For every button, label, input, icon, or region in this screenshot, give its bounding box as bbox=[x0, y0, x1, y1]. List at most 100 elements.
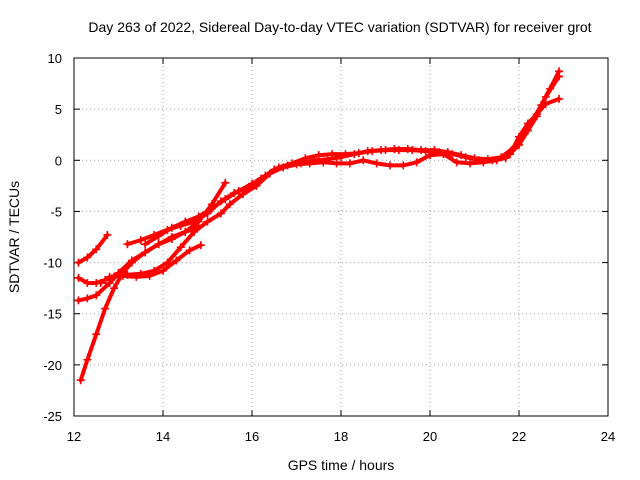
data-point bbox=[221, 195, 230, 204]
y-tick-label: -5 bbox=[50, 204, 62, 219]
data-point bbox=[288, 159, 297, 168]
y-tick-label: 0 bbox=[55, 153, 62, 168]
data-point bbox=[225, 200, 234, 209]
data-point bbox=[248, 179, 256, 188]
data-point bbox=[359, 156, 368, 165]
data-point bbox=[92, 245, 101, 254]
x-axis-label: GPS time / hours bbox=[288, 457, 395, 473]
axis-ticks bbox=[73, 57, 609, 417]
data-point bbox=[110, 284, 119, 293]
chart-title: Day 263 of 2022, Sidereal Day-to-day VTE… bbox=[88, 19, 591, 35]
data-point bbox=[136, 236, 145, 245]
data-point bbox=[301, 154, 310, 163]
y-tick-label: -20 bbox=[43, 358, 62, 373]
data-point bbox=[74, 273, 83, 282]
data-point bbox=[92, 330, 101, 339]
data-point bbox=[372, 159, 381, 168]
data-point bbox=[461, 153, 470, 162]
x-tick-label: 16 bbox=[245, 429, 259, 444]
data-point bbox=[136, 269, 145, 278]
data-point bbox=[181, 217, 190, 226]
series-line bbox=[78, 224, 201, 383]
data-point bbox=[394, 146, 403, 155]
data-point bbox=[203, 217, 212, 226]
data-point bbox=[381, 146, 390, 155]
data-point bbox=[274, 163, 283, 172]
data-point bbox=[523, 126, 532, 135]
data-point bbox=[150, 266, 159, 275]
y-tick-label: -10 bbox=[43, 256, 62, 271]
x-tick-label: 14 bbox=[156, 429, 170, 444]
data-point bbox=[167, 233, 176, 241]
series-track-5 bbox=[96, 94, 564, 288]
data-point bbox=[123, 270, 132, 279]
data-point bbox=[114, 271, 123, 280]
data-point bbox=[74, 258, 83, 267]
data-point bbox=[207, 204, 216, 213]
data-point bbox=[127, 258, 136, 267]
data-point bbox=[141, 248, 150, 257]
data-series bbox=[74, 67, 564, 385]
data-point bbox=[83, 355, 92, 364]
series-line bbox=[76, 233, 110, 265]
data-point bbox=[181, 227, 190, 236]
data-point bbox=[234, 186, 243, 195]
y-tick-label: -25 bbox=[43, 409, 62, 424]
data-point bbox=[123, 240, 132, 249]
data-point bbox=[154, 240, 163, 249]
data-point bbox=[421, 147, 430, 156]
data-point bbox=[172, 256, 181, 265]
data-point bbox=[323, 155, 332, 164]
x-tick-label: 22 bbox=[512, 429, 526, 444]
series-line bbox=[98, 96, 561, 285]
data-point bbox=[332, 159, 341, 168]
data-point bbox=[154, 231, 163, 240]
x-tick-labels: 12 14 16 18 20 22 24 bbox=[67, 429, 615, 444]
data-point bbox=[196, 241, 205, 250]
data-point bbox=[541, 92, 550, 101]
x-tick-label: 12 bbox=[67, 429, 81, 444]
data-point bbox=[328, 150, 337, 159]
data-point bbox=[399, 161, 408, 170]
data-point bbox=[354, 149, 363, 158]
data-point bbox=[141, 240, 150, 249]
series-track-2 bbox=[74, 241, 205, 288]
data-point bbox=[434, 148, 443, 157]
series-track-7 bbox=[141, 72, 564, 249]
data-point bbox=[190, 227, 199, 236]
data-point bbox=[167, 223, 176, 232]
data-point bbox=[103, 230, 112, 239]
data-point bbox=[163, 258, 172, 267]
grid bbox=[74, 58, 608, 416]
data-point bbox=[448, 150, 457, 159]
y-tick-label: 10 bbox=[48, 51, 62, 66]
data-point bbox=[185, 246, 194, 255]
data-point bbox=[555, 72, 564, 81]
data-point bbox=[532, 112, 541, 121]
data-point bbox=[515, 140, 523, 149]
y-tick-labels: -25 -20 -15 -10 -5 0 5 10 bbox=[43, 51, 62, 424]
data-point bbox=[194, 212, 203, 221]
y-tick-label: 5 bbox=[55, 102, 62, 117]
data-point bbox=[412, 158, 421, 167]
data-point bbox=[341, 150, 350, 159]
data-point bbox=[368, 147, 377, 156]
data-point bbox=[83, 279, 92, 288]
x-tick-label: 20 bbox=[423, 429, 437, 444]
data-point bbox=[101, 304, 110, 313]
data-point bbox=[385, 161, 394, 170]
data-point bbox=[92, 291, 101, 300]
data-point bbox=[345, 159, 354, 168]
data-point bbox=[488, 156, 497, 165]
data-point bbox=[261, 171, 270, 180]
data-point bbox=[74, 296, 83, 305]
x-tick-label: 18 bbox=[334, 429, 348, 444]
series-track-1 bbox=[74, 230, 112, 267]
data-point bbox=[96, 279, 105, 288]
data-point bbox=[501, 154, 510, 163]
y-axis-label: SDTVAR / TECUs bbox=[6, 181, 22, 293]
data-point bbox=[466, 159, 475, 168]
data-point bbox=[76, 376, 85, 385]
data-point bbox=[83, 294, 92, 303]
